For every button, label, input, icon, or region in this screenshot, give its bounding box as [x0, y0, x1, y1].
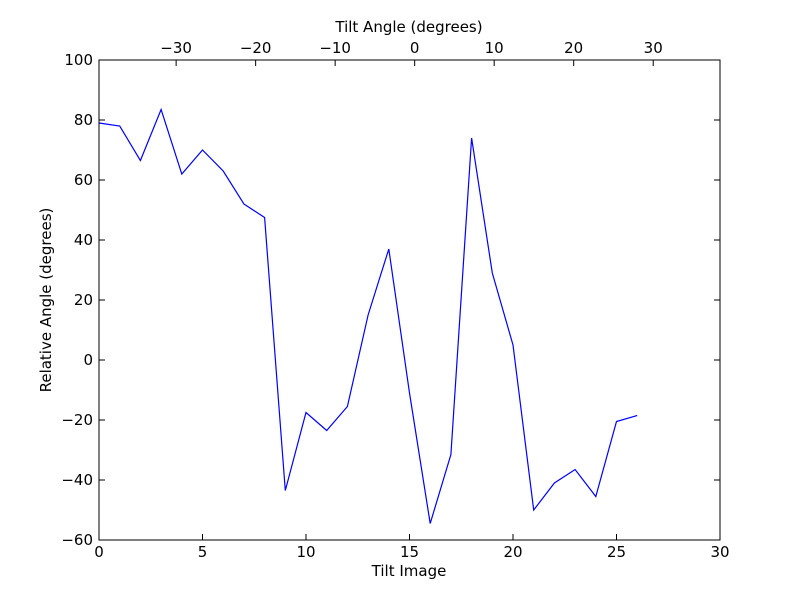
y-tick-label: 40: [74, 231, 93, 249]
ticks-layer: 0 5 10 15 20 25 30 −30 −20 −10 0 10 20 30 −60 −40 −20 0 20…: [61, 39, 729, 561]
y-tick-label: −40: [61, 471, 93, 489]
y-tick-label: 0: [83, 351, 93, 369]
x-tick-label: 5: [198, 543, 208, 561]
x-tick-label: 15: [400, 543, 419, 561]
y-axis-label: Relative Angle (degrees): [37, 208, 55, 393]
x-tick-label: 10: [296, 543, 315, 561]
series-layer: [98, 107, 638, 524]
y-tick-label: 80: [74, 111, 93, 129]
x-tick-label: 0: [94, 543, 104, 561]
top-x-tick-label: 20: [564, 39, 583, 57]
plot-area: [99, 60, 720, 540]
top-x-tick-label: −10: [319, 39, 351, 57]
y-tick-label: −20: [61, 411, 93, 429]
plot-background: [99, 60, 720, 540]
y-tick-label: −60: [61, 531, 93, 549]
x-tick-label: 25: [607, 543, 626, 561]
top-x-tick-label: −20: [240, 39, 272, 57]
plot-frame: [98, 59, 721, 541]
y-tick-label: 60: [74, 171, 93, 189]
top-x-tick-label: 0: [410, 39, 420, 57]
y-tick-label: 20: [74, 291, 93, 309]
series-line-0: [98, 107, 638, 524]
top-x-tick-label: −30: [160, 39, 192, 57]
x-tick-label: 20: [503, 543, 522, 561]
y-tick-label: 100: [64, 51, 93, 69]
x-tick-label: 30: [710, 543, 729, 561]
top-x-tick-label: 10: [485, 39, 504, 57]
x-axis-label: Tilt Image: [371, 562, 447, 580]
top-x-tick-label: 30: [644, 39, 663, 57]
top-x-axis-label: Tilt Angle (degrees): [334, 18, 482, 36]
